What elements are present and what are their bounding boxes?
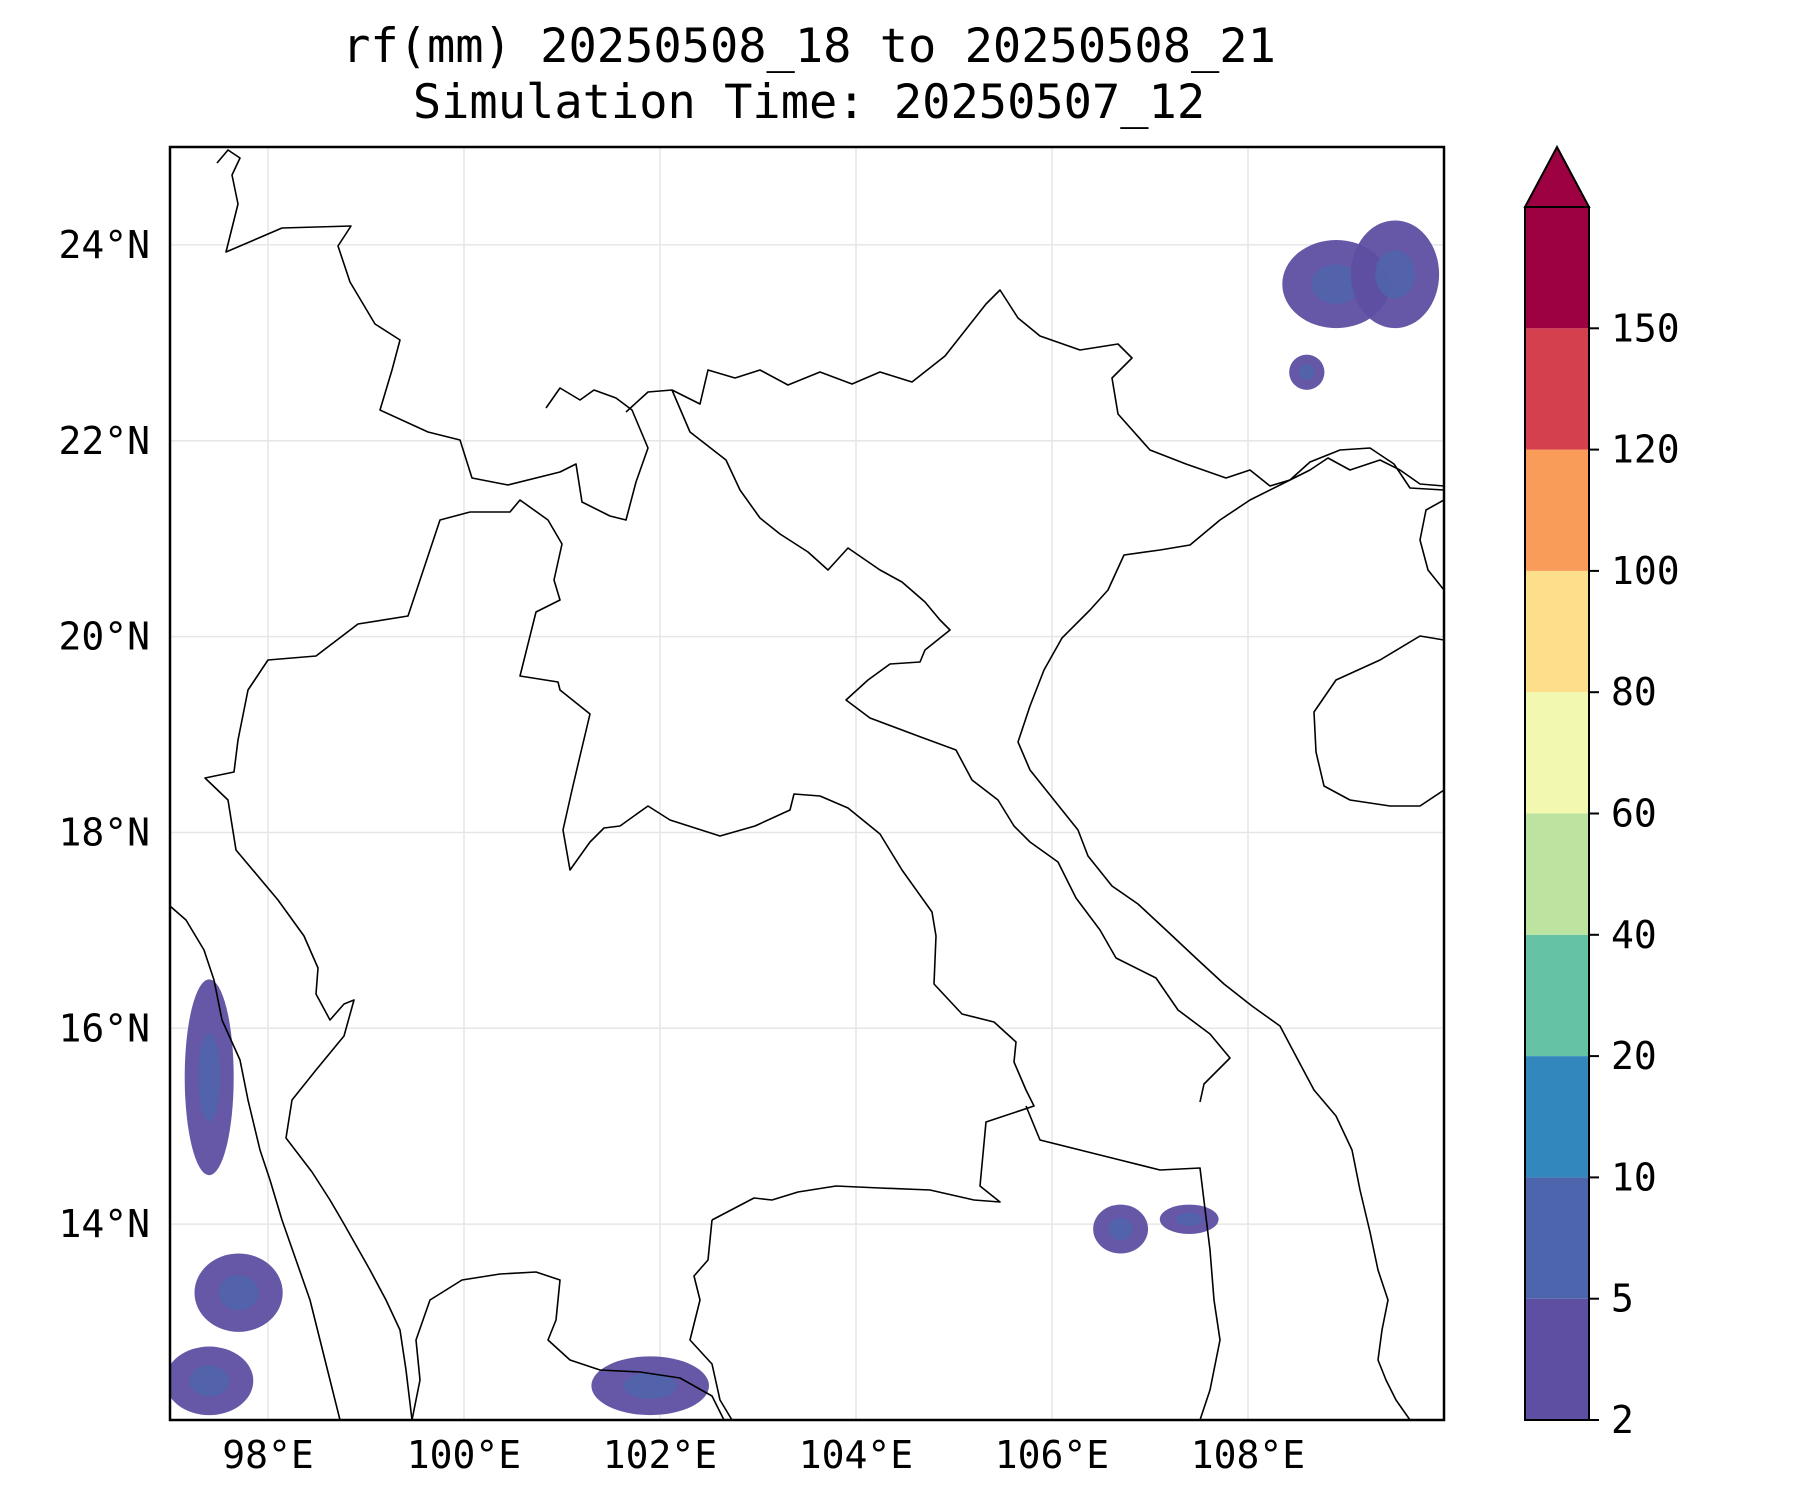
lat-tick-label: 24°N (58, 223, 150, 267)
map-panel: 98°E 100°E 102°E 104°E 106°E 108°E 24°N 22°N 20… (58, 145, 1446, 1477)
colorbar-segment (1525, 449, 1589, 571)
hainan-island (1313, 635, 1444, 807)
title-line-2: Simulation Time: 20250507_12 (413, 75, 1205, 130)
rain-area-core (623, 1372, 677, 1399)
gulf-of-thailand-coastline (411, 1271, 725, 1420)
colorbar-tick-label: 80 (1611, 670, 1657, 714)
lat-tick-label: 22°N (58, 419, 150, 463)
rain-area-core (189, 1365, 230, 1397)
laos-border (671, 389, 1231, 1103)
lat-tick-label: 16°N (58, 1006, 150, 1050)
colorbar-segment (1525, 207, 1589, 329)
rain-area-core (1175, 1212, 1203, 1226)
colorbar-extend-arrow (1523, 144, 1591, 208)
colorbar: 2 5 10 20 40 60 80 100 120 150 (1523, 144, 1680, 1442)
colorbar-tick-label: 100 (1611, 549, 1680, 593)
colorbar-tick-label: 60 (1611, 792, 1657, 836)
lon-tick-label: 98°E (222, 1433, 314, 1477)
rain-area-core (1311, 264, 1361, 304)
colorbar-tick-label: 120 (1611, 428, 1680, 472)
gridlines (170, 147, 1444, 1420)
lat-tick-label: 20°N (58, 615, 150, 659)
title-line-1: rf(mm) 20250508_18 to 20250508_21 (342, 19, 1276, 74)
colorbar-tick-label: 2 (1611, 1398, 1634, 1442)
vietnam-coastline (1017, 457, 1444, 1420)
colorbar-segment (1525, 934, 1589, 1057)
lon-tick-label: 102°E (603, 1433, 717, 1477)
lat-tick-label: 18°N (58, 810, 150, 854)
andaman-coastline (170, 905, 341, 1420)
lat-tick-label: 14°N (58, 1202, 150, 1246)
rainfall-contours (170, 220, 1440, 1416)
myanmar-thailand-border (204, 511, 471, 1420)
colorbar-segment (1525, 570, 1589, 693)
colorbar-segment (1525, 1298, 1589, 1420)
thailand-laos-border (470, 499, 1035, 1221)
colorbar-tick-label: 40 (1611, 913, 1657, 957)
longitude-ticks: 98°E 100°E 102°E 104°E 106°E 108°E (222, 1433, 1305, 1477)
lon-tick-label: 100°E (407, 1433, 521, 1477)
rain-area-core (198, 1033, 221, 1122)
south-china-coastline (1289, 447, 1444, 491)
rain-area-core (1298, 364, 1315, 381)
lon-tick-label: 108°E (1191, 1433, 1305, 1477)
china-myanmar-border (216, 149, 649, 521)
cambodia-border (689, 1219, 733, 1420)
china-laos-vietnam-border (625, 289, 1291, 487)
rain-area-core (1108, 1218, 1133, 1241)
colorbar-segment (1525, 1177, 1589, 1299)
colorbar-tick-label: 5 (1611, 1277, 1634, 1321)
colorbar-tick-label: 150 (1611, 306, 1680, 350)
coastlines-and-borders (170, 149, 1444, 1420)
rain-area-core (1375, 250, 1415, 299)
leizhou-peninsula (1419, 499, 1444, 591)
colorbar-segment (1525, 813, 1589, 935)
colorbar-segment (1525, 328, 1589, 450)
colorbar-segment (1525, 692, 1589, 814)
lon-tick-label: 106°E (995, 1433, 1109, 1477)
map-frame (168, 145, 1446, 1422)
colorbar-tick-label: 10 (1611, 1155, 1657, 1199)
lon-tick-label: 104°E (799, 1433, 913, 1477)
latitude-ticks: 24°N 22°N 20°N 18°N 16°N 14°N (58, 223, 150, 1246)
rain-area-core (218, 1275, 259, 1311)
cambodia-vietnam-border (1025, 1105, 1221, 1420)
colorbar-segment (1525, 1056, 1589, 1178)
colorbar-tick-label: 20 (1611, 1034, 1657, 1078)
